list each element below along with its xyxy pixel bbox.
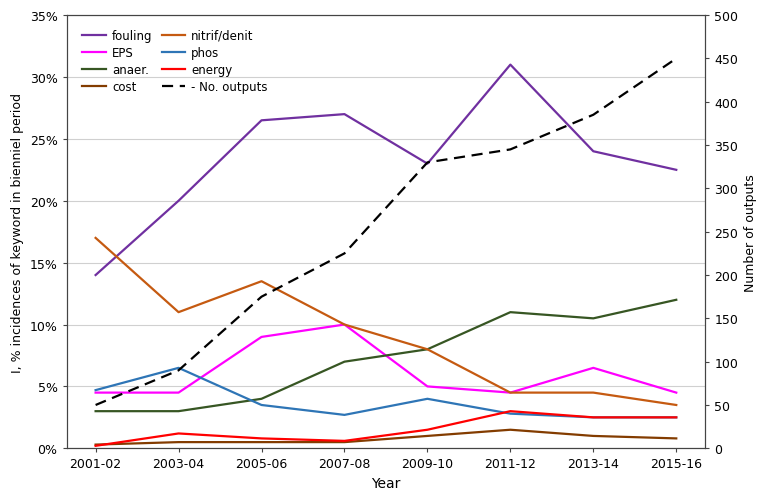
Legend: fouling, EPS, anaer., cost, nitrif/denit, phos, energy, - No. outputs: fouling, EPS, anaer., cost, nitrif/denit…	[79, 26, 271, 98]
Y-axis label: Number of outputs: Number of outputs	[744, 173, 757, 291]
Y-axis label: I, % incidences of keyword in bienniel period: I, % incidences of keyword in bienniel p…	[11, 93, 24, 372]
X-axis label: Year: Year	[371, 476, 401, 490]
